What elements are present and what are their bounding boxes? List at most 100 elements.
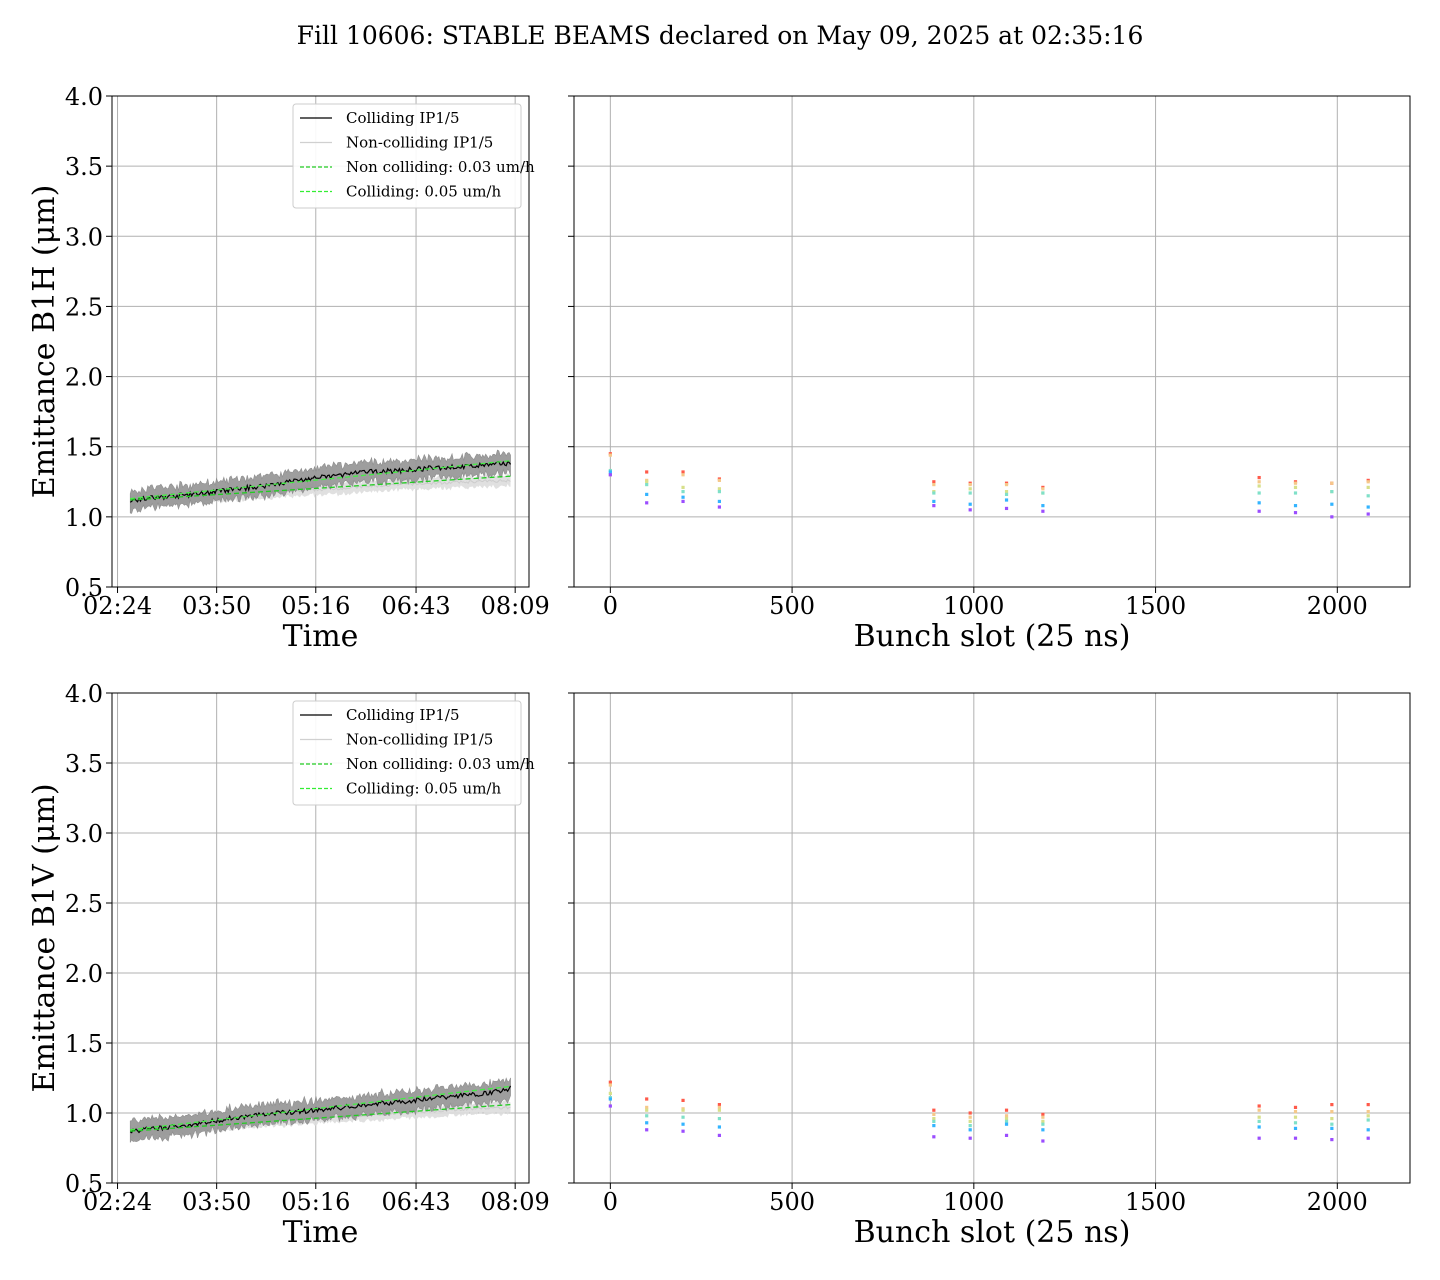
bunch-point: [1041, 1115, 1045, 1119]
bunch-point: [1004, 490, 1009, 494]
x-tick-label: 06:43: [381, 1188, 450, 1216]
bunch-point: [645, 1128, 649, 1132]
chart-b1h-time: 0.5 1.0 1.5 2.0 2.5 3.0 3.5 4.0 02:24 03:50 05:16 0…: [27, 83, 550, 654]
bunch-point: [968, 1119, 972, 1123]
bunch-point: [968, 491, 972, 495]
x-axis-label: Time: [283, 619, 359, 654]
bunch-point: [681, 1098, 685, 1102]
bunch-point: [1293, 1115, 1298, 1119]
bunch-point: [932, 499, 936, 504]
x-tick-label: 03:50: [182, 592, 251, 620]
bunch-point: [1330, 1117, 1334, 1121]
bunch-point: [717, 1108, 721, 1112]
bunch-point: [645, 480, 649, 484]
bunch-point: [1041, 1139, 1045, 1143]
chart-b1v-time: 0.5 1.0 1.5 2.0 2.5 3.0 3.5 4.0 02:24 03:50 05:16 0…: [27, 680, 550, 1250]
bunch-point: [1257, 1125, 1261, 1129]
x-axis-label: Time: [283, 1215, 359, 1250]
bunch-point: [645, 1105, 649, 1109]
bunch-point: [645, 1097, 649, 1101]
bunch-point: [932, 1119, 936, 1123]
bunch-point: [717, 505, 721, 509]
legend-label: Non-colliding IP1/5: [346, 134, 493, 152]
bunch-point: [1293, 1105, 1298, 1109]
bunch-point: [1366, 485, 1370, 489]
series-colliding-line: [129, 460, 512, 503]
bunch-point: [1330, 1103, 1334, 1107]
y-tick-label: 1.5: [65, 434, 103, 462]
bunch-point: [1041, 1122, 1045, 1126]
y-tick-label: 1.0: [65, 504, 103, 532]
panels: 0.5 1.0 1.5 2.0 2.5 3.0 3.5 4.0 02:24 03:50 05:16 0…: [27, 83, 1411, 1250]
x-tick-label: 1000: [943, 592, 1004, 620]
bunch-point: [1366, 480, 1370, 484]
bunch-point: [932, 1112, 936, 1116]
bunch-point: [932, 1117, 936, 1121]
y-tick-label: 2.5: [65, 293, 103, 321]
bunch-point: [968, 1115, 972, 1119]
bunch-point: [1004, 1114, 1009, 1118]
legend-label: Non colliding: 0.03 um/h: [346, 755, 535, 773]
bunch-point: [1004, 482, 1009, 487]
bunch-point: [681, 470, 685, 474]
legend-label: Colliding: 0.05 um/h: [346, 183, 501, 201]
bunch-point: [1257, 1115, 1261, 1119]
bunch-point: [1257, 491, 1261, 495]
bunch-point: [681, 473, 685, 477]
legend-label: Non-colliding IP1/5: [346, 731, 493, 749]
axes-frame: [573, 95, 1411, 588]
scatter-points: [608, 452, 1370, 519]
bunch-point: [717, 1117, 721, 1121]
y-tick-label: 1.0: [65, 1100, 103, 1128]
bunch-point: [717, 487, 721, 491]
bunch-point: [608, 1091, 612, 1095]
bunch-point: [1330, 1126, 1334, 1130]
bunch-point: [717, 1103, 721, 1107]
axes-frame: [573, 692, 1411, 1184]
bunch-point: [1366, 1128, 1370, 1132]
x-tick-label: 2000: [1307, 1188, 1368, 1216]
x-tick-label: 1000: [943, 1188, 1004, 1216]
bunch-point: [932, 480, 936, 484]
series-colliding-line: [129, 1085, 512, 1134]
y-tick-label: 2.0: [65, 960, 103, 988]
axes-frame: [111, 95, 530, 588]
bunch-point: [1041, 1128, 1045, 1132]
legend: Colliding IP1/5 Non-colliding IP1/5 Non co…: [292, 700, 535, 806]
bunch-point: [1041, 487, 1045, 491]
bunch-point: [1366, 512, 1370, 516]
bunch-point: [1004, 492, 1009, 497]
scatter-points: [608, 1080, 1370, 1143]
bunch-point: [1366, 1136, 1370, 1140]
bunch-point: [1041, 504, 1045, 508]
bunch-point: [681, 485, 685, 489]
bunch-point: [1257, 1108, 1261, 1112]
bunch-point: [1293, 481, 1298, 485]
bunch-point: [1257, 1136, 1261, 1140]
bunch-point: [1041, 509, 1045, 513]
bunch-point: [1366, 1103, 1370, 1107]
bunch-point: [681, 499, 685, 504]
x-tick-label: 02:24: [83, 1188, 152, 1216]
bunch-point: [1293, 511, 1298, 515]
x-tick-label: 2000: [1307, 592, 1368, 620]
bunch-point: [608, 453, 612, 457]
bunch-point: [1330, 481, 1334, 485]
x-tick-label: 0: [603, 592, 618, 620]
bunch-point: [645, 1108, 649, 1112]
legend-label: Colliding IP1/5: [346, 706, 460, 724]
bunch-point: [681, 1122, 685, 1126]
bunch-point: [1330, 1110, 1334, 1114]
bunch-point: [717, 1133, 721, 1137]
bunch-point: [1004, 1122, 1009, 1126]
axes-frame: [111, 692, 530, 1184]
bunch-point: [932, 1135, 936, 1139]
x-tick-label: 03:50: [182, 1188, 251, 1216]
bunch-point: [1004, 1117, 1009, 1121]
x-tick-label: 08:09: [481, 1188, 550, 1216]
bunch-point: [608, 1104, 612, 1108]
x-tick-label: 1500: [1125, 592, 1186, 620]
bunch-point: [681, 490, 685, 494]
bunch-point: [1041, 1119, 1045, 1123]
bunch-point: [1293, 504, 1298, 508]
